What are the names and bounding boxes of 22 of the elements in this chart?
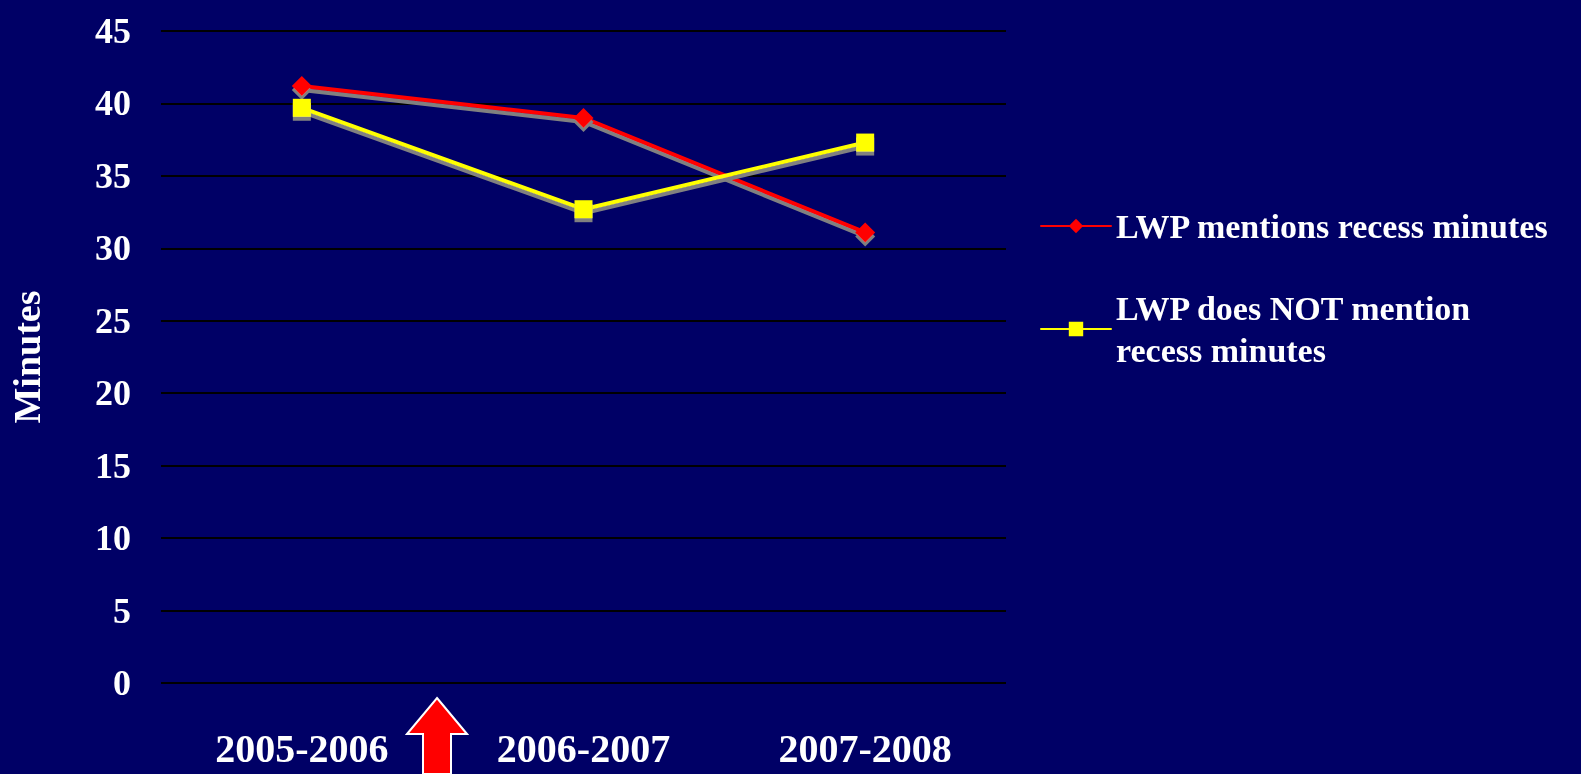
y-axis-title: Minutes: [6, 290, 48, 424]
legend-label: LWP does NOT mention recess minutes: [1116, 289, 1479, 369]
y-tick-label: 5: [113, 590, 131, 631]
point: [291, 76, 312, 97]
y-tick-label: 40: [95, 83, 131, 124]
point: [573, 107, 594, 128]
point: [292, 98, 311, 117]
y-tick-label: 35: [95, 155, 131, 196]
y-tick-label: 15: [95, 445, 131, 486]
point: [855, 222, 876, 243]
legend-label: LWP mentions recess minutes: [1116, 207, 1548, 245]
y-tick-label: 20: [95, 373, 131, 414]
x-tick-label: 2005-2006: [215, 725, 389, 771]
y-tick-label: 25: [95, 300, 131, 341]
y-tick-label: 45: [95, 11, 131, 51]
x-tick-label: 2007-2008: [778, 725, 952, 771]
x-tick-label: 2006-2007: [496, 725, 671, 771]
point: [856, 133, 875, 152]
y-tick-label: 10: [95, 518, 131, 559]
point: [574, 200, 593, 219]
y-tick-label: 30: [95, 228, 131, 269]
y-tick-label: 0: [113, 663, 131, 703]
